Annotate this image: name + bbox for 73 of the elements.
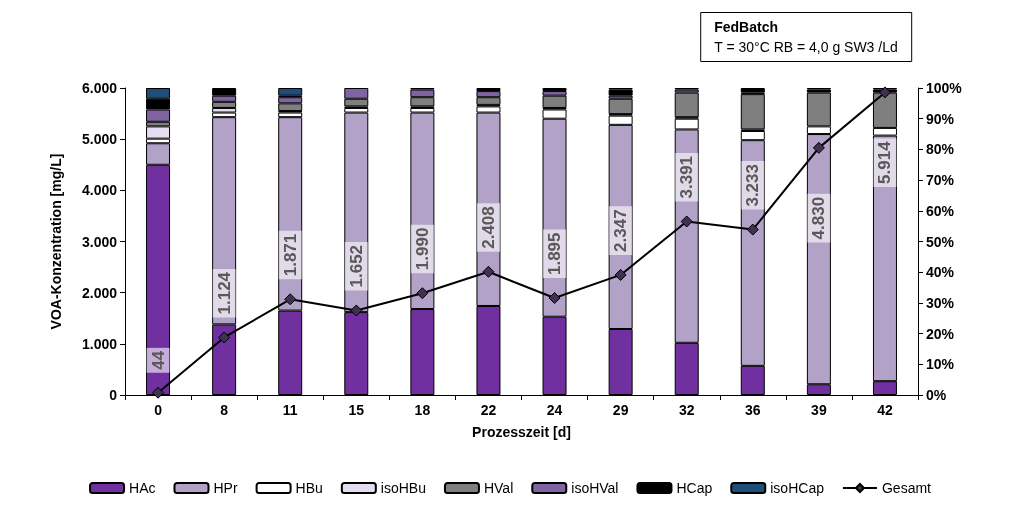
x-tick-label: 15 xyxy=(348,402,365,418)
point xyxy=(614,268,627,281)
x-tick-label: 0 xyxy=(154,402,163,418)
y-tick-label: 1.000 xyxy=(81,335,118,352)
x-tick-label: 22 xyxy=(480,402,497,418)
data-label: 1.990 xyxy=(412,227,432,271)
data-label: 1.871 xyxy=(280,233,300,277)
x-tick-label: 39 xyxy=(811,402,827,418)
x-axis-title: Prozesszeit [d] xyxy=(472,424,571,440)
y-tick-label: 5.000 xyxy=(81,131,118,148)
chart-subtitle: T = 30°C RB = 4,0 g SW3 /Ld xyxy=(714,39,898,55)
legend-label: HCap xyxy=(676,480,713,496)
legend-label: Gesamt xyxy=(881,480,932,496)
point xyxy=(482,265,495,278)
x-tick-label: 36 xyxy=(745,402,761,418)
y-tick-label: 3.000 xyxy=(81,233,118,250)
chart-title: FedBatch xyxy=(714,19,778,35)
bar xyxy=(542,95,567,108)
y2-tick-label: 50% xyxy=(926,233,955,250)
legend-label: isoHCap xyxy=(770,480,825,496)
y-tick-label: 6.000 xyxy=(81,80,118,96)
x-tick-label: 32 xyxy=(678,402,695,418)
data-label: 3.233 xyxy=(743,164,763,207)
x-tick-label: 29 xyxy=(612,402,629,418)
point xyxy=(680,215,693,228)
y2-tick-label: 0% xyxy=(926,387,947,403)
point xyxy=(218,331,231,344)
bar xyxy=(146,126,171,139)
y-tick-label: 4.000 xyxy=(81,182,118,199)
data-label: 1.652 xyxy=(346,244,366,288)
y2-tick-label: 40% xyxy=(926,264,955,281)
legend-label: isoHVal xyxy=(571,480,619,496)
data-label: 1.895 xyxy=(545,232,565,276)
point xyxy=(350,304,363,317)
data-label: 2.347 xyxy=(611,209,631,252)
data-label: 1.124 xyxy=(214,271,234,315)
y-tick-label: 2.000 xyxy=(81,284,118,301)
point xyxy=(878,86,891,99)
y2-tick-label: 100% xyxy=(926,80,963,96)
x-tick-label: 42 xyxy=(877,402,893,418)
data-label: 3.391 xyxy=(677,155,697,199)
y2-tick-label: 10% xyxy=(926,356,955,373)
data-label: 5.914 xyxy=(875,140,895,184)
x-tick-label: 18 xyxy=(414,402,431,418)
x-tick-label: 11 xyxy=(282,402,298,418)
point xyxy=(152,386,165,399)
x-tick-label: 8 xyxy=(220,402,229,418)
legend-label: HPr xyxy=(213,480,238,496)
point xyxy=(812,141,825,154)
data-label: 4.830 xyxy=(809,196,829,240)
y2-tick-label: 90% xyxy=(926,110,955,127)
bar xyxy=(608,89,633,96)
y2-tick-label: 70% xyxy=(926,172,955,189)
point xyxy=(284,293,297,306)
legend-label: isoHBu xyxy=(380,480,426,496)
y-tick-label: 0 xyxy=(109,387,118,403)
y-axis-title: VOA-Konzentration [mg/L] xyxy=(48,153,64,330)
data-label: 44 xyxy=(148,350,168,370)
legend-label: HBu xyxy=(295,480,323,496)
y2-tick-label: 80% xyxy=(926,141,955,158)
point xyxy=(548,292,561,305)
point xyxy=(746,223,759,236)
x-tick-label: 24 xyxy=(546,402,563,418)
y2-tick-label: 60% xyxy=(926,202,955,219)
y2-tick-label: 30% xyxy=(926,294,955,311)
legend-label: HAc xyxy=(129,480,156,496)
data-label: 2.408 xyxy=(478,206,498,249)
y2-tick-label: 20% xyxy=(926,325,955,342)
legend-label: HVal xyxy=(483,480,514,496)
bar xyxy=(542,88,567,92)
bar xyxy=(674,92,699,118)
point xyxy=(416,287,429,300)
bar xyxy=(608,98,633,115)
